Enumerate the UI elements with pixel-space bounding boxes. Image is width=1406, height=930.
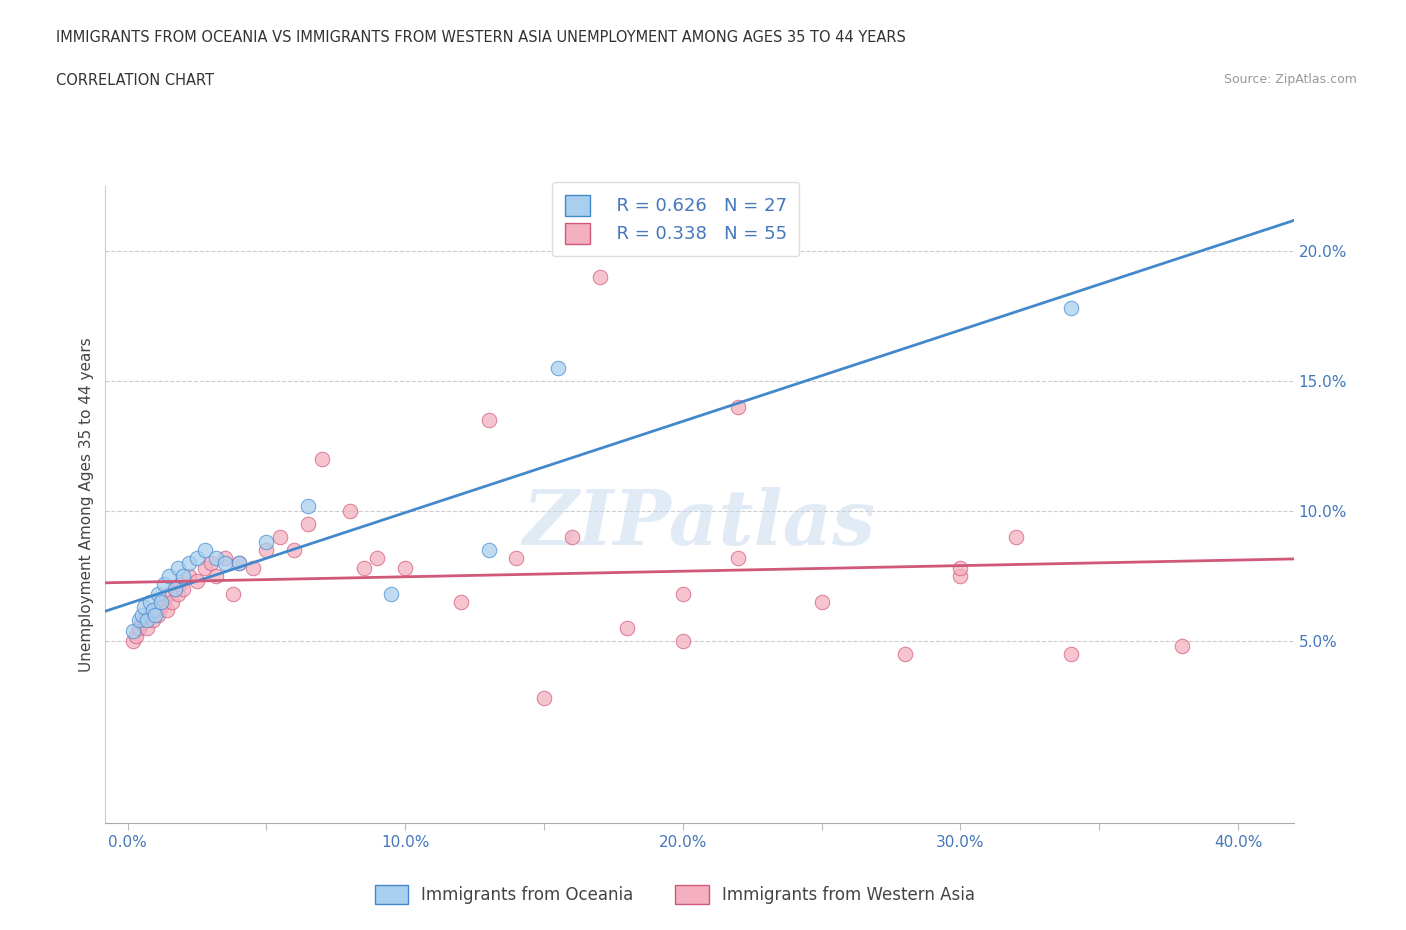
Point: [122, 623, 145, 638]
Point: [136, 613, 159, 628]
Point: [152, 594, 174, 609]
Point: [145, 603, 167, 618]
Text: IMMIGRANTS FROM OCEANIA VS IMMIGRANTS FROM WESTERN ASIA UNEMPLOYMENT AMONG AGES : IMMIGRANTS FROM OCEANIA VS IMMIGRANTS FR…: [56, 30, 905, 45]
Point: [205, 568, 228, 583]
Point: [149, 594, 172, 609]
Point: [672, 587, 695, 602]
Text: CORRELATION CHART: CORRELATION CHART: [56, 73, 214, 87]
Point: [186, 574, 208, 589]
Point: [269, 529, 291, 544]
Point: [148, 607, 170, 622]
Point: [477, 413, 499, 428]
Legend:   R = 0.626   N = 27,   R = 0.338   N = 55: R = 0.626 N = 27, R = 0.338 N = 55: [553, 182, 799, 257]
Point: [134, 600, 156, 615]
Point: [353, 561, 375, 576]
Point: [228, 555, 250, 570]
Point: [561, 529, 583, 544]
Point: [166, 587, 188, 602]
Point: [214, 555, 236, 570]
Point: [172, 581, 194, 596]
Point: [152, 577, 174, 591]
Point: [283, 542, 305, 557]
Point: [949, 568, 972, 583]
Point: [163, 581, 186, 596]
Text: Source: ZipAtlas.com: Source: ZipAtlas.com: [1223, 73, 1357, 86]
Point: [139, 607, 162, 622]
Point: [533, 691, 555, 706]
Point: [128, 620, 150, 635]
Point: [166, 561, 188, 576]
Point: [450, 594, 472, 609]
Point: [505, 551, 527, 565]
Point: [477, 542, 499, 557]
Point: [169, 577, 191, 591]
Point: [139, 594, 162, 609]
Point: [222, 587, 245, 602]
Point: [214, 551, 236, 565]
Point: [194, 542, 217, 557]
Point: [125, 629, 148, 644]
Point: [727, 551, 749, 565]
Point: [160, 594, 183, 609]
Point: [131, 607, 153, 622]
Y-axis label: Unemployment Among Ages 35 to 44 years: Unemployment Among Ages 35 to 44 years: [79, 338, 94, 671]
Point: [297, 498, 319, 513]
Point: [894, 646, 917, 661]
Text: ZIPatlas: ZIPatlas: [523, 486, 876, 561]
Point: [142, 603, 165, 618]
Point: [810, 594, 832, 609]
Point: [339, 503, 361, 518]
Point: [672, 633, 695, 648]
Point: [228, 555, 250, 570]
Point: [149, 600, 172, 615]
Point: [311, 452, 333, 467]
Point: [1171, 639, 1194, 654]
Point: [177, 568, 200, 583]
Point: [205, 551, 228, 565]
Point: [142, 613, 165, 628]
Point: [256, 535, 278, 550]
Point: [380, 587, 402, 602]
Point: [366, 551, 388, 565]
Point: [727, 400, 749, 415]
Point: [200, 555, 222, 570]
Point: [394, 561, 416, 576]
Point: [186, 551, 208, 565]
Point: [1005, 529, 1028, 544]
Point: [242, 561, 264, 576]
Point: [949, 561, 972, 576]
Point: [588, 270, 610, 285]
Legend: Immigrants from Oceania, Immigrants from Western Asia: Immigrants from Oceania, Immigrants from…: [368, 878, 981, 910]
Point: [155, 603, 177, 618]
Point: [122, 633, 145, 648]
Point: [157, 587, 180, 602]
Point: [128, 613, 150, 628]
Point: [194, 561, 217, 576]
Point: [148, 587, 170, 602]
Point: [1060, 646, 1083, 661]
Point: [145, 607, 167, 622]
Point: [547, 361, 569, 376]
Point: [256, 542, 278, 557]
Point: [616, 620, 638, 635]
Point: [157, 568, 180, 583]
Point: [134, 613, 156, 628]
Point: [177, 555, 200, 570]
Point: [131, 616, 153, 631]
Point: [297, 516, 319, 531]
Point: [1060, 300, 1083, 315]
Point: [172, 568, 194, 583]
Point: [136, 620, 159, 635]
Point: [163, 581, 186, 596]
